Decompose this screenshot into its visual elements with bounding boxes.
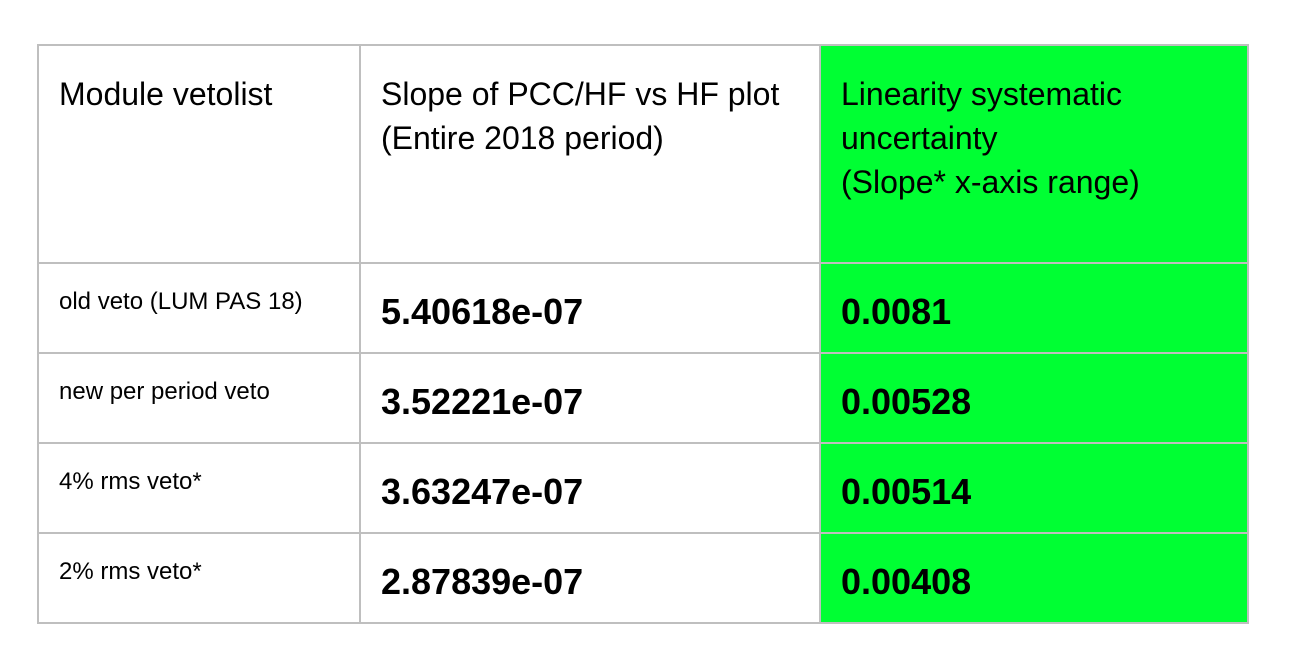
header-cell-linearity-uncertainty: Linearity systematic uncertainty (Slope*… bbox=[819, 44, 1249, 264]
row-label-cell: 4% rms veto* bbox=[37, 442, 361, 534]
slope-cell: 3.63247e-07 bbox=[359, 442, 821, 534]
uncertainty-cell: 0.00514 bbox=[819, 442, 1249, 534]
header-cell-module-vetolist: Module vetolist bbox=[37, 44, 361, 264]
header-slope: Slope of PCC/HF vs HF plot (Entire 2018 … bbox=[381, 76, 780, 156]
slope-cell: 3.52221e-07 bbox=[359, 352, 821, 444]
row-label: old veto (LUM PAS 18) bbox=[59, 288, 303, 315]
table-row: old veto (LUM PAS 18) 5.40618e-07 0.0081 bbox=[37, 262, 1249, 354]
slope-cell: 5.40618e-07 bbox=[359, 262, 821, 354]
uncertainty-value: 0.00514 bbox=[841, 471, 972, 512]
row-label: new per period veto bbox=[59, 378, 270, 405]
row-label-cell: 2% rms veto* bbox=[37, 532, 361, 624]
slope-value: 2.87839e-07 bbox=[381, 561, 584, 602]
table-row: 2% rms veto* 2.87839e-07 0.00408 bbox=[37, 532, 1249, 624]
uncertainty-cell: 0.00528 bbox=[819, 352, 1249, 444]
row-label-cell: new per period veto bbox=[37, 352, 361, 444]
uncertainty-value: 0.00408 bbox=[841, 561, 972, 602]
slope-value: 3.63247e-07 bbox=[381, 471, 584, 512]
row-label: 2% rms veto* bbox=[59, 558, 202, 585]
row-label-cell: old veto (LUM PAS 18) bbox=[37, 262, 361, 354]
slope-value: 3.52221e-07 bbox=[381, 381, 584, 422]
slope-cell: 2.87839e-07 bbox=[359, 532, 821, 624]
header-linearity-uncertainty: Linearity systematic uncertainty (Slope*… bbox=[841, 76, 1140, 200]
uncertainty-cell: 0.0081 bbox=[819, 262, 1249, 354]
results-table: Module vetolist Slope of PCC/HF vs HF pl… bbox=[37, 44, 1249, 624]
header-row: Module vetolist Slope of PCC/HF vs HF pl… bbox=[37, 44, 1249, 264]
header-cell-slope: Slope of PCC/HF vs HF plot (Entire 2018 … bbox=[359, 44, 821, 264]
uncertainty-value: 0.00528 bbox=[841, 381, 972, 422]
slope-value: 5.40618e-07 bbox=[381, 291, 584, 332]
table-row: new per period veto 3.52221e-07 0.00528 bbox=[37, 352, 1249, 444]
uncertainty-value: 0.0081 bbox=[841, 291, 952, 332]
uncertainty-cell: 0.00408 bbox=[819, 532, 1249, 624]
table-row: 4% rms veto* 3.63247e-07 0.00514 bbox=[37, 442, 1249, 534]
header-module-vetolist: Module vetolist bbox=[59, 76, 273, 112]
row-label: 4% rms veto* bbox=[59, 468, 202, 495]
